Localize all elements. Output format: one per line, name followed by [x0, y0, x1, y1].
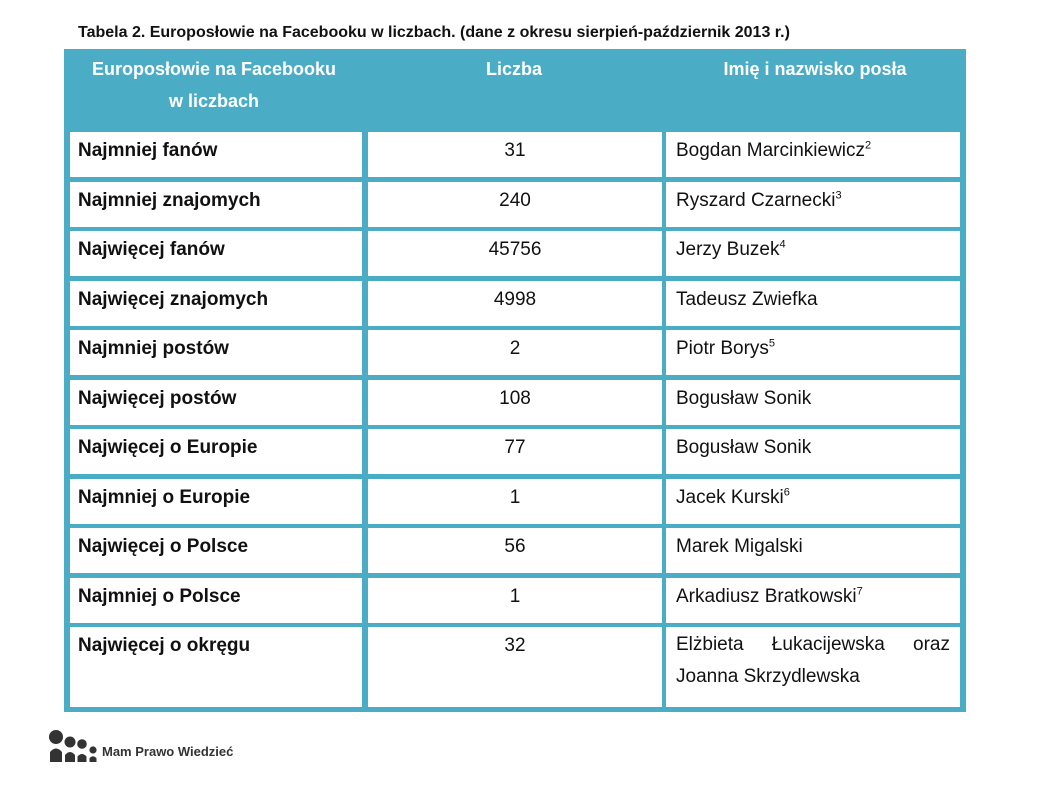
- table-row: Najmniej znajomych 240 Ryszard Czarnecki…: [64, 182, 966, 227]
- row-value: 4998: [368, 281, 662, 326]
- row-label: Najwięcej fanów: [70, 231, 362, 276]
- row-label: Najwięcej o Europie: [70, 429, 362, 474]
- row-name: Jacek Kurski6: [666, 479, 960, 524]
- row-label: Najmniej fanów: [70, 132, 362, 177]
- table-row: Najwięcej o Europie 77 Bogusław Sonik: [64, 429, 966, 474]
- footnote-ref: 2: [865, 139, 872, 152]
- footnote-ref: 3: [835, 189, 842, 202]
- row-name: Bogusław Sonik: [666, 380, 960, 425]
- row-name: Ryszard Czarnecki3: [666, 182, 960, 227]
- footnote-ref: 6: [783, 486, 790, 499]
- header-category: Europosłowie na Facebooku w liczbach: [91, 59, 337, 111]
- table-row: Najwięcej postów 108 Bogusław Sonik: [64, 380, 966, 425]
- table-row: Najmniej postów 2 Piotr Borys5: [64, 330, 966, 375]
- row-label: Najmniej o Polsce: [70, 578, 362, 623]
- header-count: Liczba: [485, 59, 542, 79]
- row-label: Najwięcej o okręgu: [70, 627, 362, 707]
- table-row: Najmniej o Europie 1 Jacek Kurski6: [64, 479, 966, 524]
- row-name: Arkadiusz Bratkowski7: [666, 578, 960, 623]
- row-label: Najmniej znajomych: [70, 182, 362, 227]
- row-label: Najmniej postów: [70, 330, 362, 375]
- row-name: Jerzy Buzek4: [666, 231, 960, 276]
- table-caption: Tabela 2. Europosłowie na Facebooku w li…: [78, 24, 790, 41]
- row-value: 45756: [368, 231, 662, 276]
- table-row: Najmniej o Polsce 1 Arkadiusz Bratkowski…: [64, 578, 966, 623]
- table-row: Najmniej fanów 31 Bogdan Marcinkiewicz2: [64, 132, 966, 177]
- row-value: 32: [368, 627, 662, 707]
- row-value: 77: [368, 429, 662, 474]
- row-label: Najwięcej o Polsce: [70, 528, 362, 573]
- table-row: Najwięcej znajomych 4998 Tadeusz Zwiefka: [64, 281, 966, 326]
- table-row: Najwięcej fanów 45756 Jerzy Buzek4: [64, 231, 966, 276]
- header-name: Imię i nazwisko posła: [723, 59, 907, 79]
- row-value: 31: [368, 132, 662, 177]
- row-label: Najwięcej znajomych: [70, 281, 362, 326]
- footnote-ref: 7: [856, 585, 863, 598]
- row-value: 240: [368, 182, 662, 227]
- footnote-ref: 5: [768, 337, 776, 350]
- row-value: 56: [368, 528, 662, 573]
- row-label: Najwięcej postów: [70, 380, 362, 425]
- row-value: 1: [368, 479, 662, 524]
- row-value: 108: [368, 380, 662, 425]
- logo: Mam Prawo Wiedzieć: [48, 728, 233, 762]
- row-name: Piotr Borys5: [666, 330, 960, 375]
- results-table: Europosłowie na Facebooku w liczbach Lic…: [64, 49, 966, 712]
- people-icon: [49, 730, 97, 762]
- row-name: Tadeusz Zwiefka: [666, 281, 960, 326]
- row-value: 2: [368, 330, 662, 375]
- table-row: Najwięcej o okręgu 32 Elżbieta Łukacijew…: [64, 627, 966, 707]
- row-label: Najmniej o Europie: [70, 479, 362, 524]
- row-name: Bogdan Marcinkiewicz2: [666, 132, 960, 177]
- row-value: 1: [368, 578, 662, 623]
- table-row: Najwięcej o Polsce 56 Marek Migalski: [64, 528, 966, 573]
- logo-text: Mam Prawo Wiedzieć: [102, 744, 234, 759]
- footnote-ref: 4: [779, 238, 786, 251]
- row-name: Marek Migalski: [666, 528, 960, 573]
- row-name: Elżbieta Łukacijewska oraz Joanna Skrzyd…: [666, 627, 960, 707]
- row-name: Bogusław Sonik: [666, 429, 960, 474]
